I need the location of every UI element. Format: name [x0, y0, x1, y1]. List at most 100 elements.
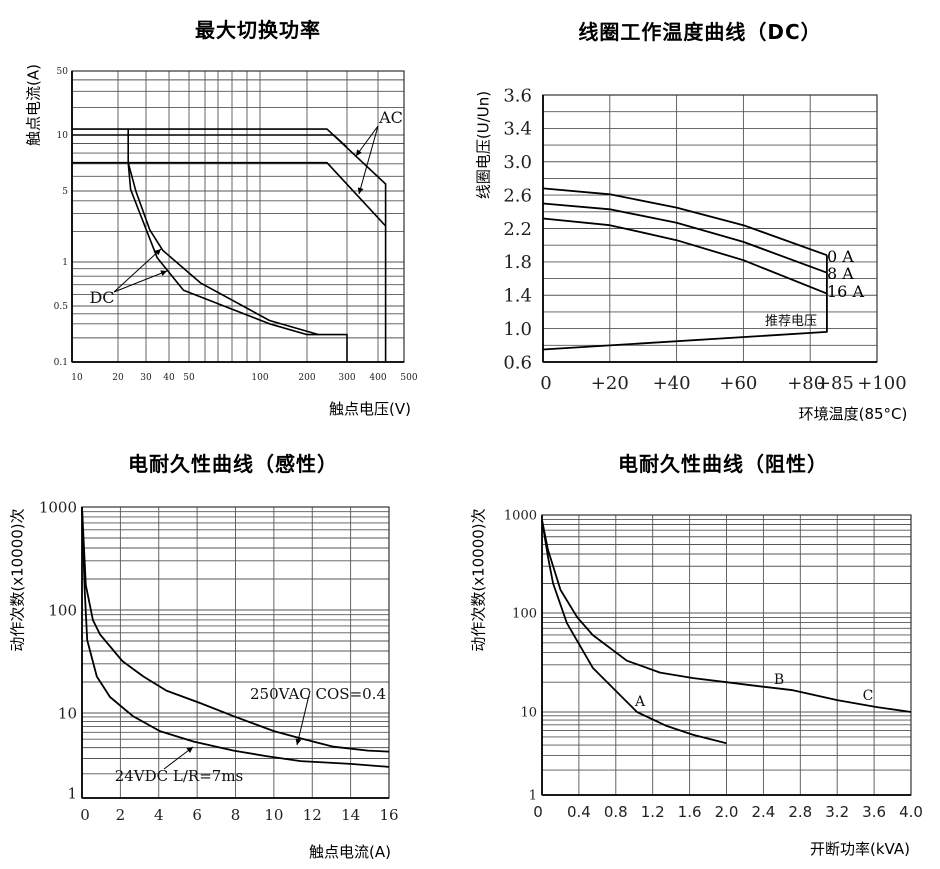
grid — [541, 514, 912, 795]
series-label: 0 A — [827, 247, 854, 266]
x-tick-label: 100 — [251, 373, 268, 383]
series-line-2 — [81, 506, 390, 768]
x-tick-label: 2 — [116, 806, 126, 824]
chart2-xlabel: 环境温度(85°C) — [798, 405, 908, 423]
chart4-ylabel: 动作次数(x10000)次 — [469, 508, 488, 652]
annotation-arrow — [357, 125, 379, 195]
y-tick-label: 0.1 — [54, 358, 68, 368]
x-tick-label: +60 — [719, 373, 757, 394]
x-tick-label: 0 — [533, 803, 543, 821]
x-tick-label: +100 — [857, 373, 906, 394]
chart1-ylabel: 触点电流(A) — [24, 64, 43, 146]
x-tick-label: 14 — [341, 806, 360, 824]
chart-1: 10 20 30 40 50 100 200 300 400 500 50 10 5 1 0.5 0.1 AC D… — [54, 67, 418, 383]
series-line-4 — [542, 255, 828, 351]
x-tick-label: 4 — [154, 806, 164, 824]
x-tick-label: +80 — [787, 373, 825, 394]
grid — [71, 70, 405, 363]
annotation-arrow — [163, 746, 194, 770]
chart-3: 0 2 4 6 8 10 12 14 16 1000 100 10 1 250VAC COS=0.4 24V… — [39, 498, 399, 824]
x-tick-label: 2.8 — [788, 803, 812, 821]
annotation-label: DC — [89, 288, 114, 307]
x-tick-label: 20 — [112, 373, 124, 383]
series-line-4 — [127, 129, 348, 362]
y-tick-label: 3.6 — [503, 85, 532, 106]
x-tick-label: +85 — [816, 373, 854, 394]
y-tick-label: 1 — [62, 258, 68, 268]
series-line-1 — [542, 187, 828, 257]
annotation-label: AC — [378, 108, 403, 127]
x-tick-label: 0.4 — [567, 803, 591, 821]
series-line-3 — [542, 217, 828, 295]
x-tick-label: 6 — [192, 806, 202, 824]
chart4-xlabel: 开断功率(kVA) — [810, 840, 910, 858]
x-tick-label: 1.2 — [641, 803, 665, 821]
y-tick-label: 50 — [57, 67, 69, 77]
annotation-arrow — [355, 125, 379, 157]
series-line-5 — [127, 162, 319, 336]
series-line-2 — [541, 519, 912, 713]
x-tick-label: 3.6 — [862, 803, 886, 821]
series-line-1 — [541, 519, 727, 745]
chart2-title: 线圈工作温度曲线（DC） — [578, 20, 822, 44]
x-tick-label: 0 — [80, 806, 90, 824]
series-label: 8 A — [827, 264, 854, 283]
annotation-arrow — [113, 270, 168, 293]
y-tick-label: 2.6 — [503, 185, 532, 206]
y-tick-label: 0.5 — [54, 302, 69, 312]
y-tick-label: 1.0 — [503, 319, 532, 340]
y-tick-label: 5 — [62, 187, 68, 197]
x-tick-label: 12 — [303, 806, 322, 824]
y-tick-label: 10 — [58, 704, 77, 722]
series-line-2 — [542, 202, 828, 274]
series-line-2 — [72, 134, 348, 148]
annotation-arrow — [295, 690, 311, 746]
chart-2: 0 +20 +40 +60 +80+85 +100 3.6 3.4 3.0 2.6 2.2 1.8 1.… — [503, 85, 906, 394]
plot-frame — [71, 70, 405, 363]
y-tick-label: 1.8 — [503, 252, 532, 273]
series-line-1 — [81, 506, 390, 753]
x-tick-label: 300 — [338, 373, 355, 383]
y-tick-label: 1 — [529, 789, 537, 804]
x-tick-label: 10 — [264, 806, 283, 824]
y-tick-label: 10 — [520, 706, 537, 721]
y-tick-label: 3.4 — [503, 119, 532, 140]
grid — [81, 506, 390, 798]
chart3-title: 电耐久性曲线（感性） — [128, 452, 338, 476]
x-tick-label: 500 — [400, 373, 417, 383]
series-line-3 — [72, 161, 387, 227]
y-tick-label: 1000 — [504, 509, 537, 524]
annotation-label: 24VDC L/R=7ms — [115, 767, 244, 785]
x-tick-label: 0.8 — [604, 803, 628, 821]
chart4-title: 电耐久性曲线（阻性） — [618, 452, 828, 476]
x-tick-label: 30 — [140, 373, 152, 383]
annotation-label: 250VAC COS=0.4 — [250, 685, 386, 703]
y-tick-label: 3.0 — [503, 152, 532, 173]
x-tick-label: 1.6 — [678, 803, 702, 821]
x-tick-label: 8 — [231, 806, 241, 824]
chart1-xlabel: 触点电压(V) — [329, 400, 411, 418]
x-tick-label: 16 — [379, 806, 398, 824]
x-tick-label: +40 — [653, 373, 691, 394]
annotation-label: B — [774, 672, 784, 688]
chart3-ylabel: 动作次数(x10000)次 — [8, 508, 27, 652]
x-tick-label: 200 — [298, 373, 315, 383]
x-tick-label: 4.0 — [899, 803, 923, 821]
x-tick-label: 40 — [163, 373, 175, 383]
y-tick-label: 100 — [512, 607, 537, 622]
annotation-label: C — [863, 688, 874, 704]
annotation-label: A — [634, 694, 646, 710]
y-tick-label: 1.4 — [503, 286, 532, 307]
y-tick-label: 1000 — [39, 498, 77, 516]
y-tick-label: 1 — [67, 784, 77, 802]
y-tick-label: 2.2 — [503, 219, 532, 240]
x-tick-label: 0 — [540, 373, 551, 394]
y-tick-label: 0.6 — [503, 352, 532, 373]
chart2-ylabel: 线圈电压(U/Un) — [474, 90, 493, 200]
x-tick-label: 400 — [369, 373, 386, 383]
chart3-xlabel: 触点电流(A) — [309, 843, 391, 861]
y-tick-label: 100 — [48, 601, 77, 619]
chart1-title: 最大切换功率 — [195, 18, 321, 42]
